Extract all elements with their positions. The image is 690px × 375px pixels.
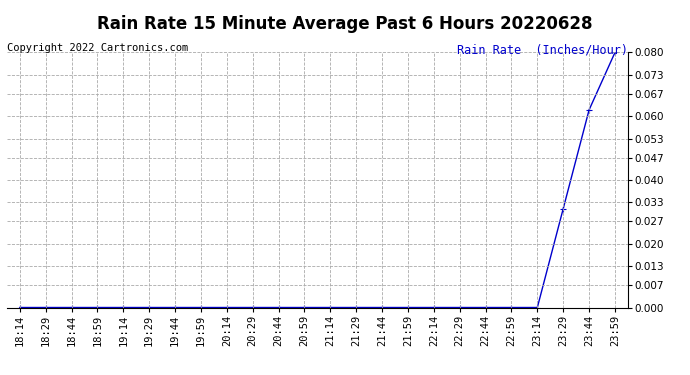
- Text: Rain Rate 15 Minute Average Past 6 Hours 20220628: Rain Rate 15 Minute Average Past 6 Hours…: [97, 15, 593, 33]
- Text: Copyright 2022 Cartronics.com: Copyright 2022 Cartronics.com: [7, 43, 188, 53]
- Text: Rain Rate  (Inches/Hour): Rain Rate (Inches/Hour): [457, 43, 628, 56]
